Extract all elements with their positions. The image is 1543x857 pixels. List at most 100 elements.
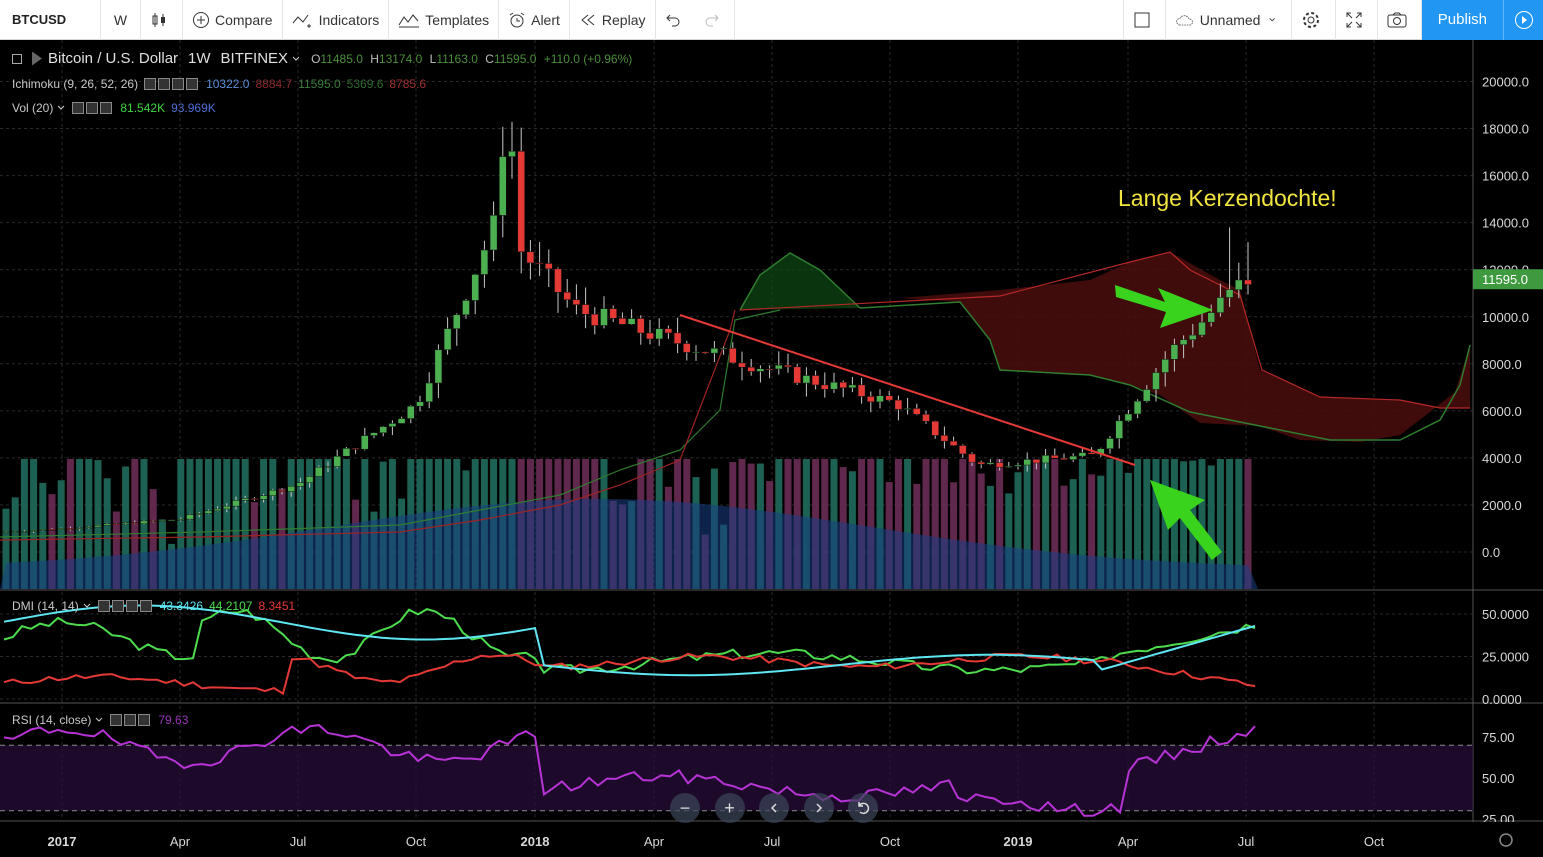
compare-label: Compare — [215, 11, 273, 28]
chevron-down-icon[interactable] — [291, 54, 301, 64]
publish-video-button[interactable] — [1503, 0, 1543, 40]
scroll-left-button[interactable] — [759, 793, 789, 823]
candle-body — [959, 445, 967, 455]
toolbar-spacer — [735, 0, 1123, 40]
candle-body — [977, 461, 985, 465]
candle-body — [821, 384, 829, 390]
candle-body — [1225, 289, 1234, 298]
zoom-out-button[interactable]: − — [670, 793, 700, 823]
chart-canvas[interactable]: Lange Kerzendochte! 20000.0 18000.0 16000.0… — [0, 40, 1543, 857]
rsi-legend: RSI (14, close) 79.63 — [12, 713, 188, 727]
zoom-in-button[interactable]: + — [714, 793, 745, 823]
eye-icon[interactable] — [144, 78, 157, 90]
snapshot-button[interactable] — [1378, 0, 1422, 40]
candle-body — [1078, 452, 1087, 457]
close-icon[interactable] — [186, 78, 199, 90]
more-icon[interactable] — [125, 600, 138, 612]
candle-body — [250, 498, 259, 500]
eye-icon[interactable] — [72, 102, 85, 114]
compare-button[interactable]: Compare — [183, 0, 283, 40]
indicator-controls[interactable] — [110, 714, 152, 726]
fullscreen-button[interactable] — [1336, 0, 1378, 40]
volume-bar — [1143, 459, 1151, 589]
dmi-label[interactable]: DMI (14, 14) — [12, 599, 79, 613]
gear-icon[interactable] — [124, 714, 137, 726]
time-axis-label: 2017 — [48, 834, 77, 849]
layout-name: Unnamed — [1199, 11, 1261, 28]
candle-body — [627, 318, 636, 325]
ichimoku-label[interactable]: Ichimoku (9, 26, 52, 26) — [12, 77, 139, 91]
scroll-right-button[interactable] — [803, 793, 834, 823]
rsi-label[interactable]: RSI (14, close) — [12, 713, 92, 727]
chart-style-button[interactable] — [141, 0, 183, 40]
volume-bar — [333, 459, 341, 589]
reset-icon — [858, 802, 870, 815]
indicator-controls[interactable] — [144, 78, 200, 90]
volume-bar — [1161, 459, 1169, 589]
close-icon[interactable] — [139, 600, 152, 612]
candle-body — [949, 440, 958, 446]
indicator-controls[interactable] — [72, 102, 114, 114]
volume-bar — [195, 459, 203, 589]
candle-body — [738, 362, 746, 368]
volume-bar — [11, 497, 19, 589]
close-value: 11595.0 — [493, 51, 537, 66]
change-value: +110.0 (+0.96%) — [543, 51, 633, 66]
volume-bar — [959, 459, 967, 589]
undo-button[interactable] — [656, 0, 695, 40]
price-axis-label: 0.0 — [1482, 545, 1500, 560]
chevron-down-icon[interactable] — [56, 103, 66, 113]
candle-body — [1115, 420, 1123, 439]
indicator-controls[interactable] — [97, 600, 154, 612]
close-icon[interactable] — [138, 714, 151, 726]
chevron-down-icon[interactable] — [94, 715, 104, 725]
candle-body — [1032, 459, 1041, 464]
series-exchange[interactable]: BITFINEX — [220, 50, 289, 67]
templates-button[interactable]: Templates — [389, 0, 500, 40]
indicators-button[interactable]: Indicators — [283, 0, 390, 40]
candle-body — [811, 375, 820, 386]
candle-body — [85, 526, 93, 529]
candle-body — [591, 313, 599, 326]
volume-bar — [1226, 459, 1234, 589]
eye-icon[interactable] — [110, 714, 123, 726]
collapse-icon[interactable] — [12, 53, 22, 64]
fullscreen-toggle-button[interactable] — [1122, 0, 1166, 40]
redo-button[interactable] — [695, 0, 735, 40]
candle-body — [94, 524, 102, 528]
candle-body — [370, 432, 378, 436]
candle-body — [1041, 455, 1050, 464]
chevron-down-icon[interactable] — [82, 601, 92, 611]
volume-bar — [122, 466, 130, 589]
camera-icon — [1387, 12, 1407, 27]
settings-button[interactable] — [1292, 0, 1336, 40]
close-icon[interactable] — [100, 102, 113, 114]
eye-icon[interactable] — [97, 600, 110, 612]
interval-button[interactable]: W — [101, 0, 141, 40]
replay-button[interactable]: Replay — [570, 0, 656, 40]
ichimoku-base: 8884.7 — [255, 77, 293, 91]
volume-bar — [85, 459, 93, 589]
chart-area[interactable]: Lange Kerzendochte! 20000.0 18000.0 16000.0… — [0, 40, 1543, 857]
candle-body — [480, 249, 489, 275]
candle-body — [1124, 413, 1133, 422]
alarm-clock-icon — [509, 12, 525, 27]
candle-body — [204, 510, 213, 514]
volume-bar — [922, 459, 930, 589]
gear-icon[interactable] — [86, 102, 99, 114]
gear-icon[interactable] — [111, 600, 124, 612]
reset-chart-button[interactable] — [848, 793, 878, 823]
price-axis-label: 2000.0 — [1482, 498, 1522, 513]
symbol-search-button[interactable]: BTCUSD — [0, 0, 101, 40]
candle-body — [802, 375, 811, 384]
time-axis-label: Jul — [764, 834, 781, 849]
candle-body — [1060, 457, 1068, 460]
gear-icon[interactable] — [158, 78, 171, 90]
series-title: Bitcoin / U.S. Dollar — [48, 50, 179, 67]
layout-save-button[interactable]: Unnamed — [1166, 0, 1292, 40]
alert-button[interactable]: Alert — [499, 0, 570, 40]
publish-button[interactable]: Publish — [1421, 0, 1503, 40]
candle-body — [701, 351, 709, 354]
more-icon[interactable] — [172, 78, 185, 90]
volume-label[interactable]: Vol (20) — [12, 101, 54, 115]
